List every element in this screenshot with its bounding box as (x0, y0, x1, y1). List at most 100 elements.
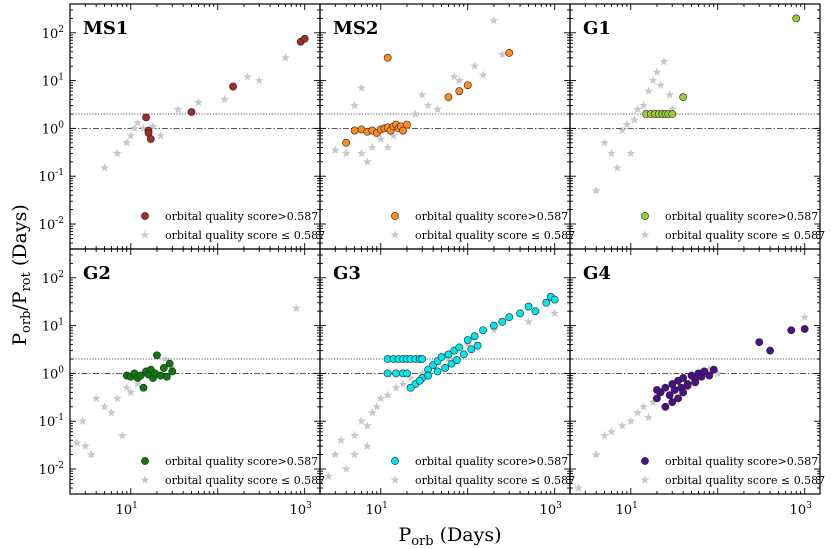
high-quality-point (444, 350, 453, 359)
low-quality-point (607, 148, 616, 158)
high-quality-point (424, 371, 432, 380)
low-quality-point (362, 441, 372, 450)
high-quality-point (455, 87, 464, 96)
low-quality-point (362, 157, 372, 166)
low-quality-point (383, 142, 393, 152)
legend-label-high: orbital quality score>0.587 (665, 455, 818, 468)
low-quality-point (497, 49, 507, 59)
low-quality-point (454, 75, 464, 85)
panel-label: G3 (333, 263, 361, 284)
high-quality-point (470, 332, 479, 341)
high-quality-point (153, 351, 161, 360)
low-quality-point (617, 421, 627, 430)
low-quality-point (100, 402, 109, 411)
high-quality-point (668, 110, 677, 118)
legend-marker-low (390, 230, 400, 239)
high-quality-point (403, 120, 411, 129)
low-quality-point (372, 402, 382, 411)
high-quality-point (403, 369, 411, 378)
high-quality-point (679, 374, 688, 382)
panel-g4: G4 orbital quality score>0.587 orbital qua… (569, 248, 825, 518)
low-quality-point (281, 53, 290, 62)
x-axis-label: Porb (Days) (398, 524, 501, 549)
high-quality-point (433, 367, 442, 376)
high-quality-point (437, 353, 446, 361)
panel-label: G4 (583, 263, 611, 284)
low-quality-point (713, 368, 723, 378)
high-quality-point (665, 391, 674, 400)
high-quality-point (142, 113, 150, 122)
panel-frame (569, 248, 821, 495)
legend-marker-high (391, 457, 399, 465)
low-quality-point (367, 142, 377, 152)
y-tick-label: 100 (42, 365, 65, 382)
high-quality-point (444, 93, 453, 102)
low-quality-point (357, 416, 366, 425)
low-quality-point (600, 430, 609, 440)
low-quality-point (139, 123, 148, 133)
legend-marker-high (141, 457, 149, 465)
low-quality-point (133, 118, 143, 127)
low-quality-point (367, 408, 377, 417)
low-quality-point (341, 464, 351, 473)
high-quality-point (683, 381, 692, 390)
low-quality-point (86, 450, 96, 459)
high-quality-point (447, 359, 456, 368)
legend-marker-high (641, 212, 649, 220)
low-quality-point (470, 61, 479, 70)
low-quality-point (148, 121, 158, 131)
high-quality-point (165, 359, 174, 368)
low-quality-point (362, 421, 372, 430)
y-tick-label: 10-1 (39, 413, 64, 430)
high-quality-point (661, 402, 670, 411)
low-quality-point (617, 125, 627, 135)
low-quality-point (550, 308, 560, 318)
low-quality-point (220, 95, 229, 104)
low-quality-point (78, 416, 88, 425)
high-quality-point (668, 398, 677, 407)
low-quality-point (112, 148, 122, 158)
panel-label: MS1 (83, 18, 128, 39)
low-quality-point (350, 430, 359, 440)
high-quality-point (691, 378, 700, 387)
legend-label-low: orbital quality score ≤ 0.587 (415, 474, 575, 487)
low-quality-point (126, 131, 136, 140)
low-quality-point (130, 123, 139, 133)
high-quality-point (300, 34, 309, 43)
high-quality-point (653, 394, 661, 403)
high-quality-point (542, 298, 551, 307)
panel-g2: G2 orbital quality score>0.587 orbital qua… (39, 248, 325, 518)
low-quality-point (324, 471, 333, 481)
x-tick-label: 103 (790, 501, 813, 518)
low-quality-point (449, 72, 459, 81)
low-quality-point (478, 70, 488, 79)
legend-marker-low (140, 475, 150, 484)
legend-label-low: orbital quality score ≤ 0.587 (665, 474, 825, 487)
low-quality-point (633, 408, 643, 417)
y-tick-label: 102 (42, 25, 64, 42)
high-quality-point (679, 93, 688, 102)
panel-ms1: MS1 orbital quality score>0.587 orbital qu… (39, 3, 325, 250)
high-quality-point (459, 350, 468, 359)
low-quality-point (665, 90, 675, 99)
low-quality-point (648, 397, 658, 406)
low-quality-point (100, 163, 109, 172)
high-quality-point (463, 81, 472, 90)
high-quality-point (700, 367, 709, 376)
low-quality-point (630, 115, 639, 124)
low-quality-point (639, 100, 648, 110)
low-quality-point (423, 100, 433, 110)
low-quality-point (383, 390, 393, 399)
high-quality-point (709, 365, 718, 374)
low-quality-point (644, 86, 653, 95)
legend-marker-high (641, 457, 649, 465)
high-quality-point (399, 126, 407, 135)
low-quality-point (622, 120, 632, 129)
high-quality-point (550, 295, 559, 304)
low-quality-point (161, 354, 170, 363)
legend-marker-low (640, 230, 650, 239)
low-quality-point (330, 450, 340, 459)
legend-label-high: orbital quality score>0.587 (165, 210, 318, 223)
low-quality-point (656, 80, 665, 89)
